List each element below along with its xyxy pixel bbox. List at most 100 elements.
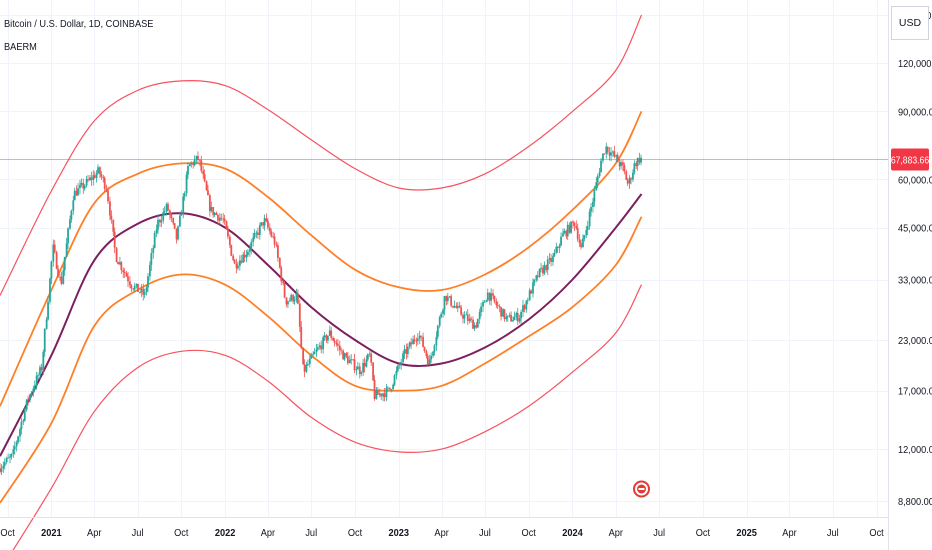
- symbol-title[interactable]: Bitcoin / U.S. Dollar, 1D, COINBASE: [4, 18, 154, 30]
- candle-body: [315, 349, 318, 353]
- candle-body: [420, 335, 423, 337]
- candle-body: [386, 387, 389, 389]
- candle-body: [606, 146, 609, 153]
- candle-body: [535, 275, 538, 280]
- price-axis[interactable]: 160,000.00120,000.0090,000.0060,000.0045…: [888, 0, 932, 550]
- candle-body: [603, 153, 606, 155]
- currency-button[interactable]: USD: [891, 6, 929, 40]
- candle-body: [255, 232, 258, 234]
- candle-body: [570, 221, 572, 233]
- candle-body: [506, 315, 509, 317]
- candle-body: [165, 204, 168, 212]
- last-price-tag-bg: [891, 148, 929, 171]
- candle-body: [62, 270, 65, 284]
- candle-body: [215, 212, 218, 215]
- candle-body: [333, 340, 336, 343]
- candle-body: [630, 178, 632, 180]
- candle-body: [267, 221, 269, 228]
- time-axis[interactable]: Oct 2021 Apr Jul Oct 2022 Apr Jul Oct 2023 Apr Jul O…: [0, 517, 888, 540]
- candle-body: [77, 188, 79, 196]
- candle-body: [548, 258, 551, 260]
- candle-body: [285, 297, 288, 305]
- candle-body: [109, 201, 111, 216]
- candle-body: [178, 215, 181, 227]
- candle-body: [83, 185, 86, 189]
- candle-body: [260, 222, 263, 226]
- candle-body: [310, 354, 313, 359]
- upper-inner-band-line: [0, 111, 643, 407]
- candle-body: [383, 393, 386, 398]
- candle-body: [195, 155, 198, 160]
- time-axis-label: Jul: [305, 528, 317, 540]
- time-axis-label: Jul: [132, 528, 144, 540]
- candle-body: [240, 260, 243, 263]
- candle-body: [110, 215, 113, 220]
- time-axis-label: 2025: [736, 528, 757, 540]
- candle-body: [478, 312, 481, 320]
- candle-body: [17, 436, 19, 443]
- candle-body: [262, 222, 265, 226]
- candle-body: [63, 256, 66, 271]
- candle-body: [382, 393, 384, 397]
- dividend-flag-icon[interactable]: [632, 480, 650, 498]
- candle-body: [593, 190, 596, 202]
- candle-body: [145, 287, 148, 293]
- candle-body: [418, 335, 421, 339]
- candle-body: [60, 276, 63, 284]
- time-axis-label: Apr: [782, 528, 797, 540]
- candle-body: [137, 283, 139, 292]
- candle-body: [462, 314, 464, 319]
- candle-body: [295, 293, 298, 300]
- candle-body: [122, 270, 125, 273]
- candle-body: [297, 293, 299, 304]
- candle-body: [493, 295, 496, 302]
- candle-body: [257, 232, 259, 236]
- time-axis-label: Oct: [174, 528, 189, 540]
- candle-body: [615, 155, 618, 157]
- candle-body: [328, 330, 331, 336]
- candle-body: [250, 241, 253, 250]
- candle-body: [390, 389, 393, 390]
- candle-body: [149, 264, 151, 277]
- last-price-tag[interactable]: 67,883.66: [891, 148, 929, 171]
- candle-body: [35, 375, 38, 386]
- candle-body: [147, 276, 149, 288]
- candle-body: [210, 207, 213, 212]
- candle-body: [198, 159, 201, 161]
- candle-body: [632, 172, 634, 180]
- candle-body: [268, 227, 271, 232]
- candle-body: [520, 311, 522, 319]
- candle-body: [522, 305, 524, 312]
- candle-body: [555, 246, 558, 253]
- indicator-name[interactable]: BAERM: [4, 41, 37, 53]
- candle-body: [448, 296, 451, 298]
- candle-body: [163, 211, 166, 213]
- candle-body: [592, 201, 594, 207]
- candle-body: [416, 338, 419, 341]
- price-axis-label: 45,000.00: [898, 223, 932, 235]
- candle-body: [99, 167, 101, 175]
- candle-body: [187, 166, 189, 175]
- price-axis-label: 120,000.00: [898, 59, 932, 71]
- candle-body: [53, 244, 56, 253]
- candle-body: [192, 162, 195, 166]
- candle-body: [502, 309, 504, 317]
- candle-body: [275, 244, 278, 246]
- candle-body: [536, 275, 539, 277]
- candle-body: [515, 313, 518, 317]
- candle-body: [345, 353, 348, 357]
- candle-body: [362, 362, 364, 373]
- candle-body: [242, 254, 245, 263]
- price-axis-label: 12,000.00: [898, 445, 932, 457]
- candle-body: [486, 292, 489, 301]
- candle-body: [460, 307, 463, 315]
- candle-body: [580, 243, 582, 248]
- candle-body: [450, 296, 453, 306]
- candle-body: [0, 468, 3, 472]
- candle-body: [408, 342, 411, 347]
- candle-body: [65, 243, 68, 257]
- candle-body: [230, 244, 233, 256]
- candle-body: [248, 249, 251, 252]
- candle-body: [318, 345, 321, 348]
